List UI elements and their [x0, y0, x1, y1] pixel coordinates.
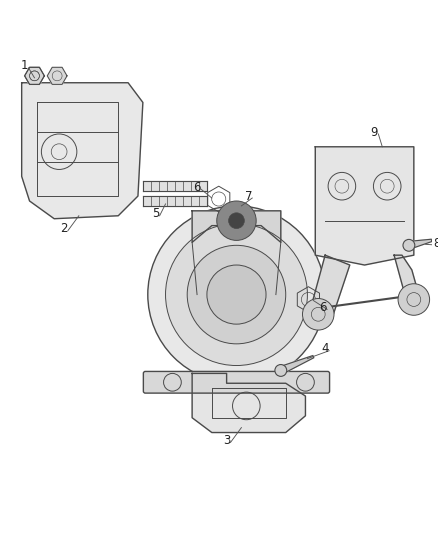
Circle shape	[166, 224, 307, 366]
Text: 9: 9	[371, 125, 378, 139]
Text: 6: 6	[193, 181, 201, 193]
Text: 5: 5	[152, 207, 159, 220]
Polygon shape	[408, 239, 432, 249]
Polygon shape	[21, 83, 143, 219]
Text: 1: 1	[21, 60, 28, 72]
Polygon shape	[192, 374, 305, 432]
Polygon shape	[279, 356, 314, 374]
Text: 2: 2	[60, 222, 68, 235]
Text: 7: 7	[244, 190, 252, 203]
Polygon shape	[143, 196, 207, 206]
Circle shape	[275, 365, 287, 376]
Polygon shape	[25, 67, 44, 84]
Circle shape	[217, 201, 256, 240]
Polygon shape	[47, 67, 67, 84]
Circle shape	[398, 284, 430, 316]
Polygon shape	[394, 255, 419, 309]
Circle shape	[187, 245, 286, 344]
Polygon shape	[143, 181, 207, 191]
FancyBboxPatch shape	[143, 372, 329, 393]
Polygon shape	[25, 67, 44, 84]
Circle shape	[148, 206, 325, 383]
Text: 3: 3	[223, 434, 230, 447]
Text: 6: 6	[319, 301, 327, 314]
Circle shape	[303, 298, 334, 330]
Text: 4: 4	[321, 342, 329, 356]
Polygon shape	[311, 255, 350, 324]
Polygon shape	[315, 147, 414, 265]
Circle shape	[207, 265, 266, 324]
Circle shape	[403, 239, 415, 251]
Polygon shape	[192, 211, 281, 243]
Text: 8: 8	[433, 237, 438, 250]
Circle shape	[229, 213, 244, 229]
